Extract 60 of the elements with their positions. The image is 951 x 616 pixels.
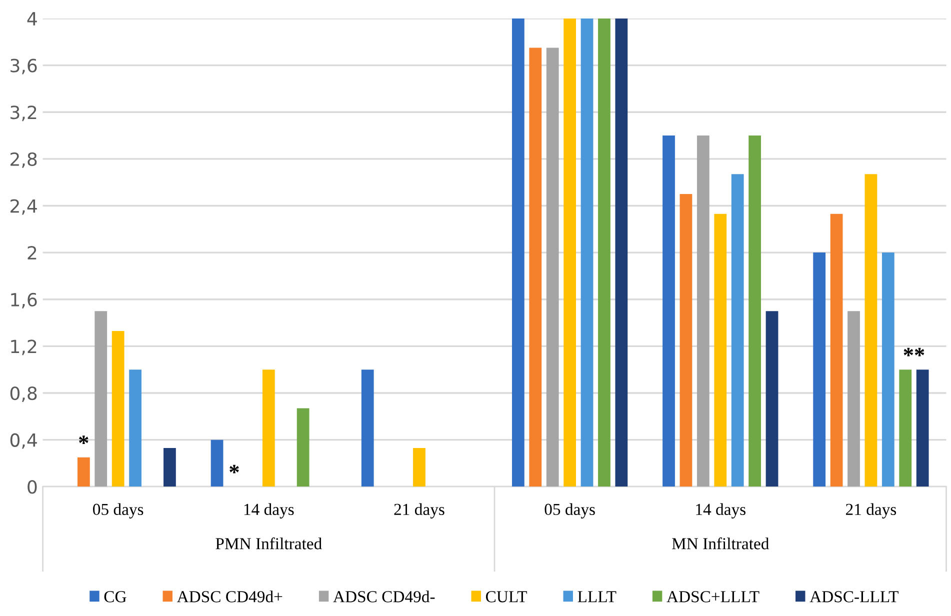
bar <box>766 311 778 487</box>
y-tick-label: 3,2 <box>10 106 36 122</box>
bar <box>580 18 594 487</box>
bar <box>662 136 675 487</box>
bar <box>714 214 727 487</box>
text: MN Infiltrated <box>672 537 770 550</box>
bar <box>564 18 576 487</box>
annotation: ** <box>904 348 924 356</box>
y-tick-label: 2 <box>28 246 36 260</box>
legend-label: ADSC CD49d- <box>333 590 435 602</box>
bar <box>848 311 860 487</box>
annotation: * <box>79 436 88 444</box>
bar <box>864 174 878 487</box>
x-tick-label: 05 days <box>93 503 144 518</box>
bar <box>262 370 275 487</box>
legend-label: CULT <box>486 591 528 602</box>
x-tick-label: 21 days <box>846 503 896 518</box>
y-tick-label: 0,8 <box>10 386 37 402</box>
y-tick-label: 3,6 <box>10 58 37 74</box>
bar <box>813 252 826 487</box>
x-tick-label: 14 days <box>244 503 294 518</box>
legend-label: ADSC CD49d+ <box>176 590 282 602</box>
y-tick-label: 4 <box>27 12 37 26</box>
y-tick-label: 1,2 <box>11 340 36 356</box>
bar <box>512 18 524 487</box>
bar <box>529 48 542 487</box>
bar <box>112 330 124 487</box>
y-tick-label: 1,6 <box>11 292 37 308</box>
bar <box>680 194 692 487</box>
x-tick-label: 21 days <box>394 503 444 518</box>
bar <box>830 214 843 487</box>
x-tick-label: 05 days <box>544 503 595 518</box>
bar <box>296 408 310 487</box>
bar <box>615 18 628 487</box>
legend-label: ADSC-LLLT <box>810 591 898 602</box>
y-tick-label: 0 <box>28 480 37 494</box>
legend-label: ADSC+LLLT <box>666 591 760 602</box>
bar <box>210 440 224 487</box>
bar <box>882 252 894 487</box>
bar <box>129 370 142 487</box>
text: PMN Infiltrated <box>216 537 322 550</box>
bar <box>361 370 374 487</box>
bar <box>94 311 108 487</box>
legend-label: LLLT <box>578 591 616 602</box>
x-tick-label: 14 days <box>696 503 746 518</box>
bar <box>748 136 761 487</box>
annotation: * <box>230 464 239 474</box>
y-tick-label: 2,4 <box>10 199 37 215</box>
bar <box>916 370 929 487</box>
bar <box>164 448 176 487</box>
bar <box>413 448 426 487</box>
y-tick-label: 0,4 <box>10 433 37 449</box>
bar <box>598 18 610 487</box>
bar <box>731 174 744 487</box>
legend-label: CG <box>104 591 126 602</box>
bar <box>546 48 559 487</box>
bar <box>696 136 710 487</box>
bar <box>899 370 912 487</box>
bar <box>77 457 90 487</box>
y-tick-label: 2,8 <box>10 152 37 168</box>
